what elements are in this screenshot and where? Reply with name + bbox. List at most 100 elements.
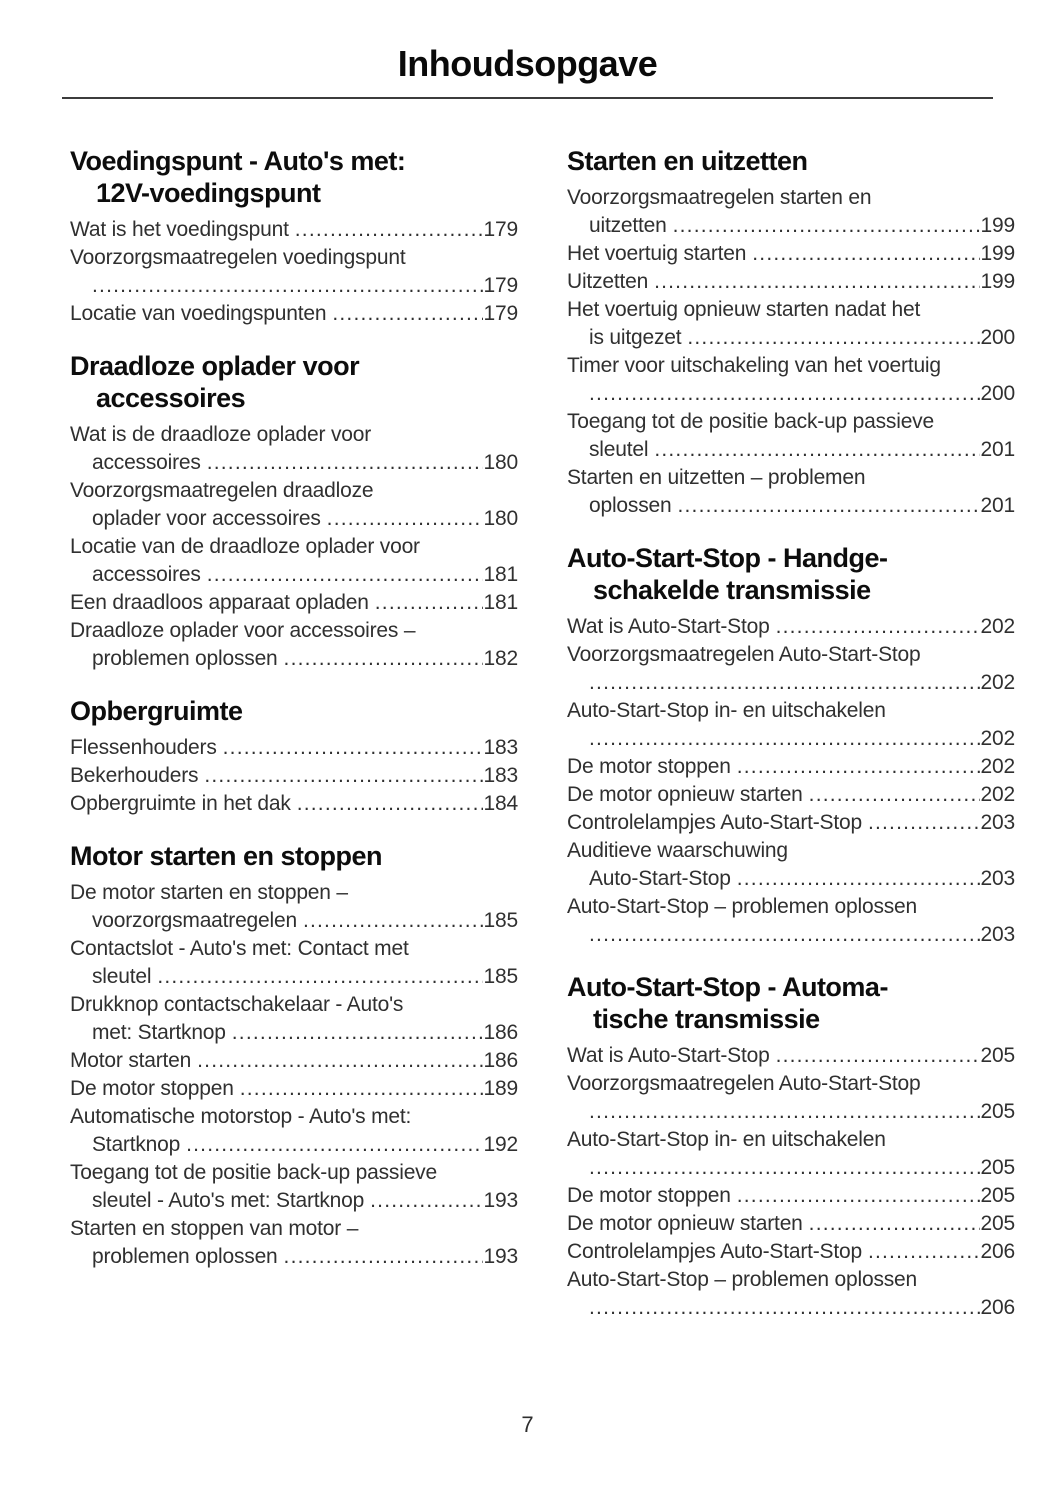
toc-section: Draadloze oplader voor accessoires Wat is … (70, 350, 518, 673)
dot-leader (737, 753, 980, 781)
section-heading-line: Auto-Start-Stop - Handge- (567, 543, 888, 573)
dot-leader (370, 1187, 482, 1215)
toc-entry-text: accessoires (92, 451, 201, 474)
toc-entry-leader-line: Locatie van voedingspunten 179 (70, 300, 518, 328)
dot-leader (589, 1154, 980, 1182)
dot-leader (284, 1243, 483, 1271)
toc-entry: Toegang tot de positie back-up passieve s… (70, 1159, 518, 1215)
dot-leader (677, 492, 979, 520)
toc-entry-text: Controlelampjes Auto-Start-Stop (567, 1240, 862, 1263)
toc-entry-text-line: Voorzorgsmaatregelen draadloze (70, 479, 374, 502)
toc-entry-text: Controlelampjes Auto-Start-Stop (567, 811, 862, 834)
toc-entry: Voorzorgsmaatregelen draadloze oplader vo… (70, 477, 518, 533)
page-ref: 199 (980, 270, 1016, 293)
page-ref: 202 (980, 727, 1016, 750)
dot-leader (92, 272, 483, 300)
toc-entry-text: oplossen (589, 494, 672, 517)
toc-entry-text: oplader voor accessoires (92, 507, 321, 530)
dot-leader (868, 1238, 980, 1266)
page-ref: 202 (980, 755, 1016, 778)
page-ref: 206 (980, 1296, 1016, 1319)
dot-leader (297, 790, 483, 818)
toc-entry-text-line: Wat is de draadloze oplader voor (70, 423, 371, 446)
section-heading-line: Opbergruimte (70, 696, 243, 726)
toc-entry-leader-line: Een draadloos apparaat opladen 181 (70, 589, 518, 617)
page-ref: 201 (980, 494, 1016, 517)
page-ref: 202 (980, 671, 1016, 694)
toc-entry: Auto-Start-Stop – problemen oplossen 203 (567, 893, 1015, 949)
toc-entry: Auto-Start-Stop – problemen oplossen 206 (567, 1266, 1015, 1322)
toc-entry-leader-line: Auto-Start-Stop 203 (567, 865, 1015, 893)
toc-entry: Wat is Auto-Start-Stop 202 (567, 613, 1015, 641)
toc-entry-text-line: Voorzorgsmaatregelen Auto-Start-Stop (567, 643, 921, 666)
toc-entry-leader-line: 205 (567, 1098, 1016, 1126)
page-ref: 202 (980, 783, 1016, 806)
toc-entry-leader-line: Startknop 192 (70, 1131, 518, 1159)
toc-entry-text-line: Locatie van de draadloze oplader voor (70, 535, 420, 558)
toc-entry: Het voertuig starten 199 (567, 240, 1015, 268)
page-ref: 182 (483, 647, 519, 670)
toc-entry-leader-line: De motor stoppen 202 (567, 753, 1015, 781)
page-ref: 199 (980, 214, 1016, 237)
page-ref: 205 (980, 1100, 1016, 1123)
toc-entry-text: Flessenhouders (70, 736, 217, 759)
toc-entry-leader-line: accessoires 180 (70, 449, 518, 477)
toc-entry-text: De motor stoppen (70, 1077, 234, 1100)
toc-entry-leader-line: voorzorgsmaatregelen 185 (70, 907, 518, 935)
toc-entry: Flessenhouders 183 (70, 734, 518, 762)
dot-leader (776, 1042, 980, 1070)
dot-leader (332, 300, 482, 328)
toc-entry-leader-line: Wat is Auto-Start-Stop 202 (567, 613, 1015, 641)
toc-entry-leader-line: Controlelampjes Auto-Start-Stop 203 (567, 809, 1015, 837)
toc-entry: Drukknop contactschakelaar - Auto's met: … (70, 991, 518, 1047)
toc-entry-leader-line: De motor stoppen 205 (567, 1182, 1015, 1210)
page-ref: 203 (980, 923, 1016, 946)
toc-entry: Voorzorgsmaatregelen voedingspunt 179 (70, 244, 518, 300)
toc-entry-leader-line: is uitgezet 200 (567, 324, 1015, 352)
toc-entry-leader-line: Bekerhouders 183 (70, 762, 518, 790)
page-ref: 205 (980, 1156, 1016, 1179)
toc-entry-leader-line: Wat is het voedingspunt 179 (70, 216, 518, 244)
toc-entry-leader-line: 203 (567, 921, 1016, 949)
page-ref: 181 (483, 563, 519, 586)
page-ref: 205 (980, 1184, 1016, 1207)
toc-entry: Wat is het voedingspunt 179 (70, 216, 518, 244)
toc-entry-text-line: Auto-Start-Stop in- en uitschakelen (567, 699, 886, 722)
toc-entry: Een draadloos apparaat opladen 181 (70, 589, 518, 617)
page-ref: 185 (483, 909, 519, 932)
toc-entry-text-line: Auto-Start-Stop – problemen oplossen (567, 1268, 918, 1291)
toc-entry-text: Wat is Auto-Start-Stop (567, 615, 770, 638)
toc-entry: Auto-Start-Stop in- en uitschakelen 205 (567, 1126, 1015, 1182)
toc-entry: De motor opnieuw starten 205 (567, 1210, 1015, 1238)
toc-entry-text-line: Voorzorgsmaatregelen starten en (567, 186, 872, 209)
toc-columns: Voedingspunt - Auto's met: 12V-voedingspu… (70, 145, 1015, 1344)
toc-entry-leader-line: Motor starten 186 (70, 1047, 518, 1075)
toc-entry-text: Locatie van voedingspunten (70, 302, 327, 325)
toc-entry: Wat is de draadloze oplader voor accessoi… (70, 421, 518, 477)
page-ref: 206 (980, 1240, 1016, 1263)
toc-entry-text: De motor stoppen (567, 755, 731, 778)
page-ref: 192 (483, 1133, 519, 1156)
toc-column-right: Starten en uitzetten Voorzorgsmaatregelen… (567, 145, 1015, 1344)
toc-entry-leader-line: sleutel - Auto's met: Startknop 193 (70, 1187, 518, 1215)
dot-leader (327, 505, 483, 533)
dot-leader (204, 762, 482, 790)
dot-leader (654, 436, 979, 464)
toc-entry: De motor starten en stoppen – voorzorgsma… (70, 879, 518, 935)
toc-entry-leader-line: 179 (70, 272, 519, 300)
section-heading-line: tische transmissie (593, 1004, 820, 1034)
toc-entry-text: Uitzetten (567, 270, 649, 293)
toc-entry-text: De motor opnieuw starten (567, 783, 803, 806)
dot-leader (809, 781, 980, 809)
toc-entry-text: Auto-Start-Stop (589, 867, 731, 890)
toc-entry-text: uitzetten (589, 214, 667, 237)
dot-leader (687, 324, 979, 352)
footer-page-number: 7 (521, 1412, 534, 1437)
toc-entry-text: De motor stoppen (567, 1184, 731, 1207)
toc-entry-text: voorzorgsmaatregelen (92, 909, 297, 932)
toc-column-left: Voedingspunt - Auto's met: 12V-voedingspu… (70, 145, 518, 1344)
toc-entry-text: met: Startknop (92, 1021, 226, 1044)
section-heading: Motor starten en stoppen (70, 840, 518, 872)
page-ref: 201 (980, 438, 1016, 461)
page-ref: 193 (483, 1189, 519, 1212)
